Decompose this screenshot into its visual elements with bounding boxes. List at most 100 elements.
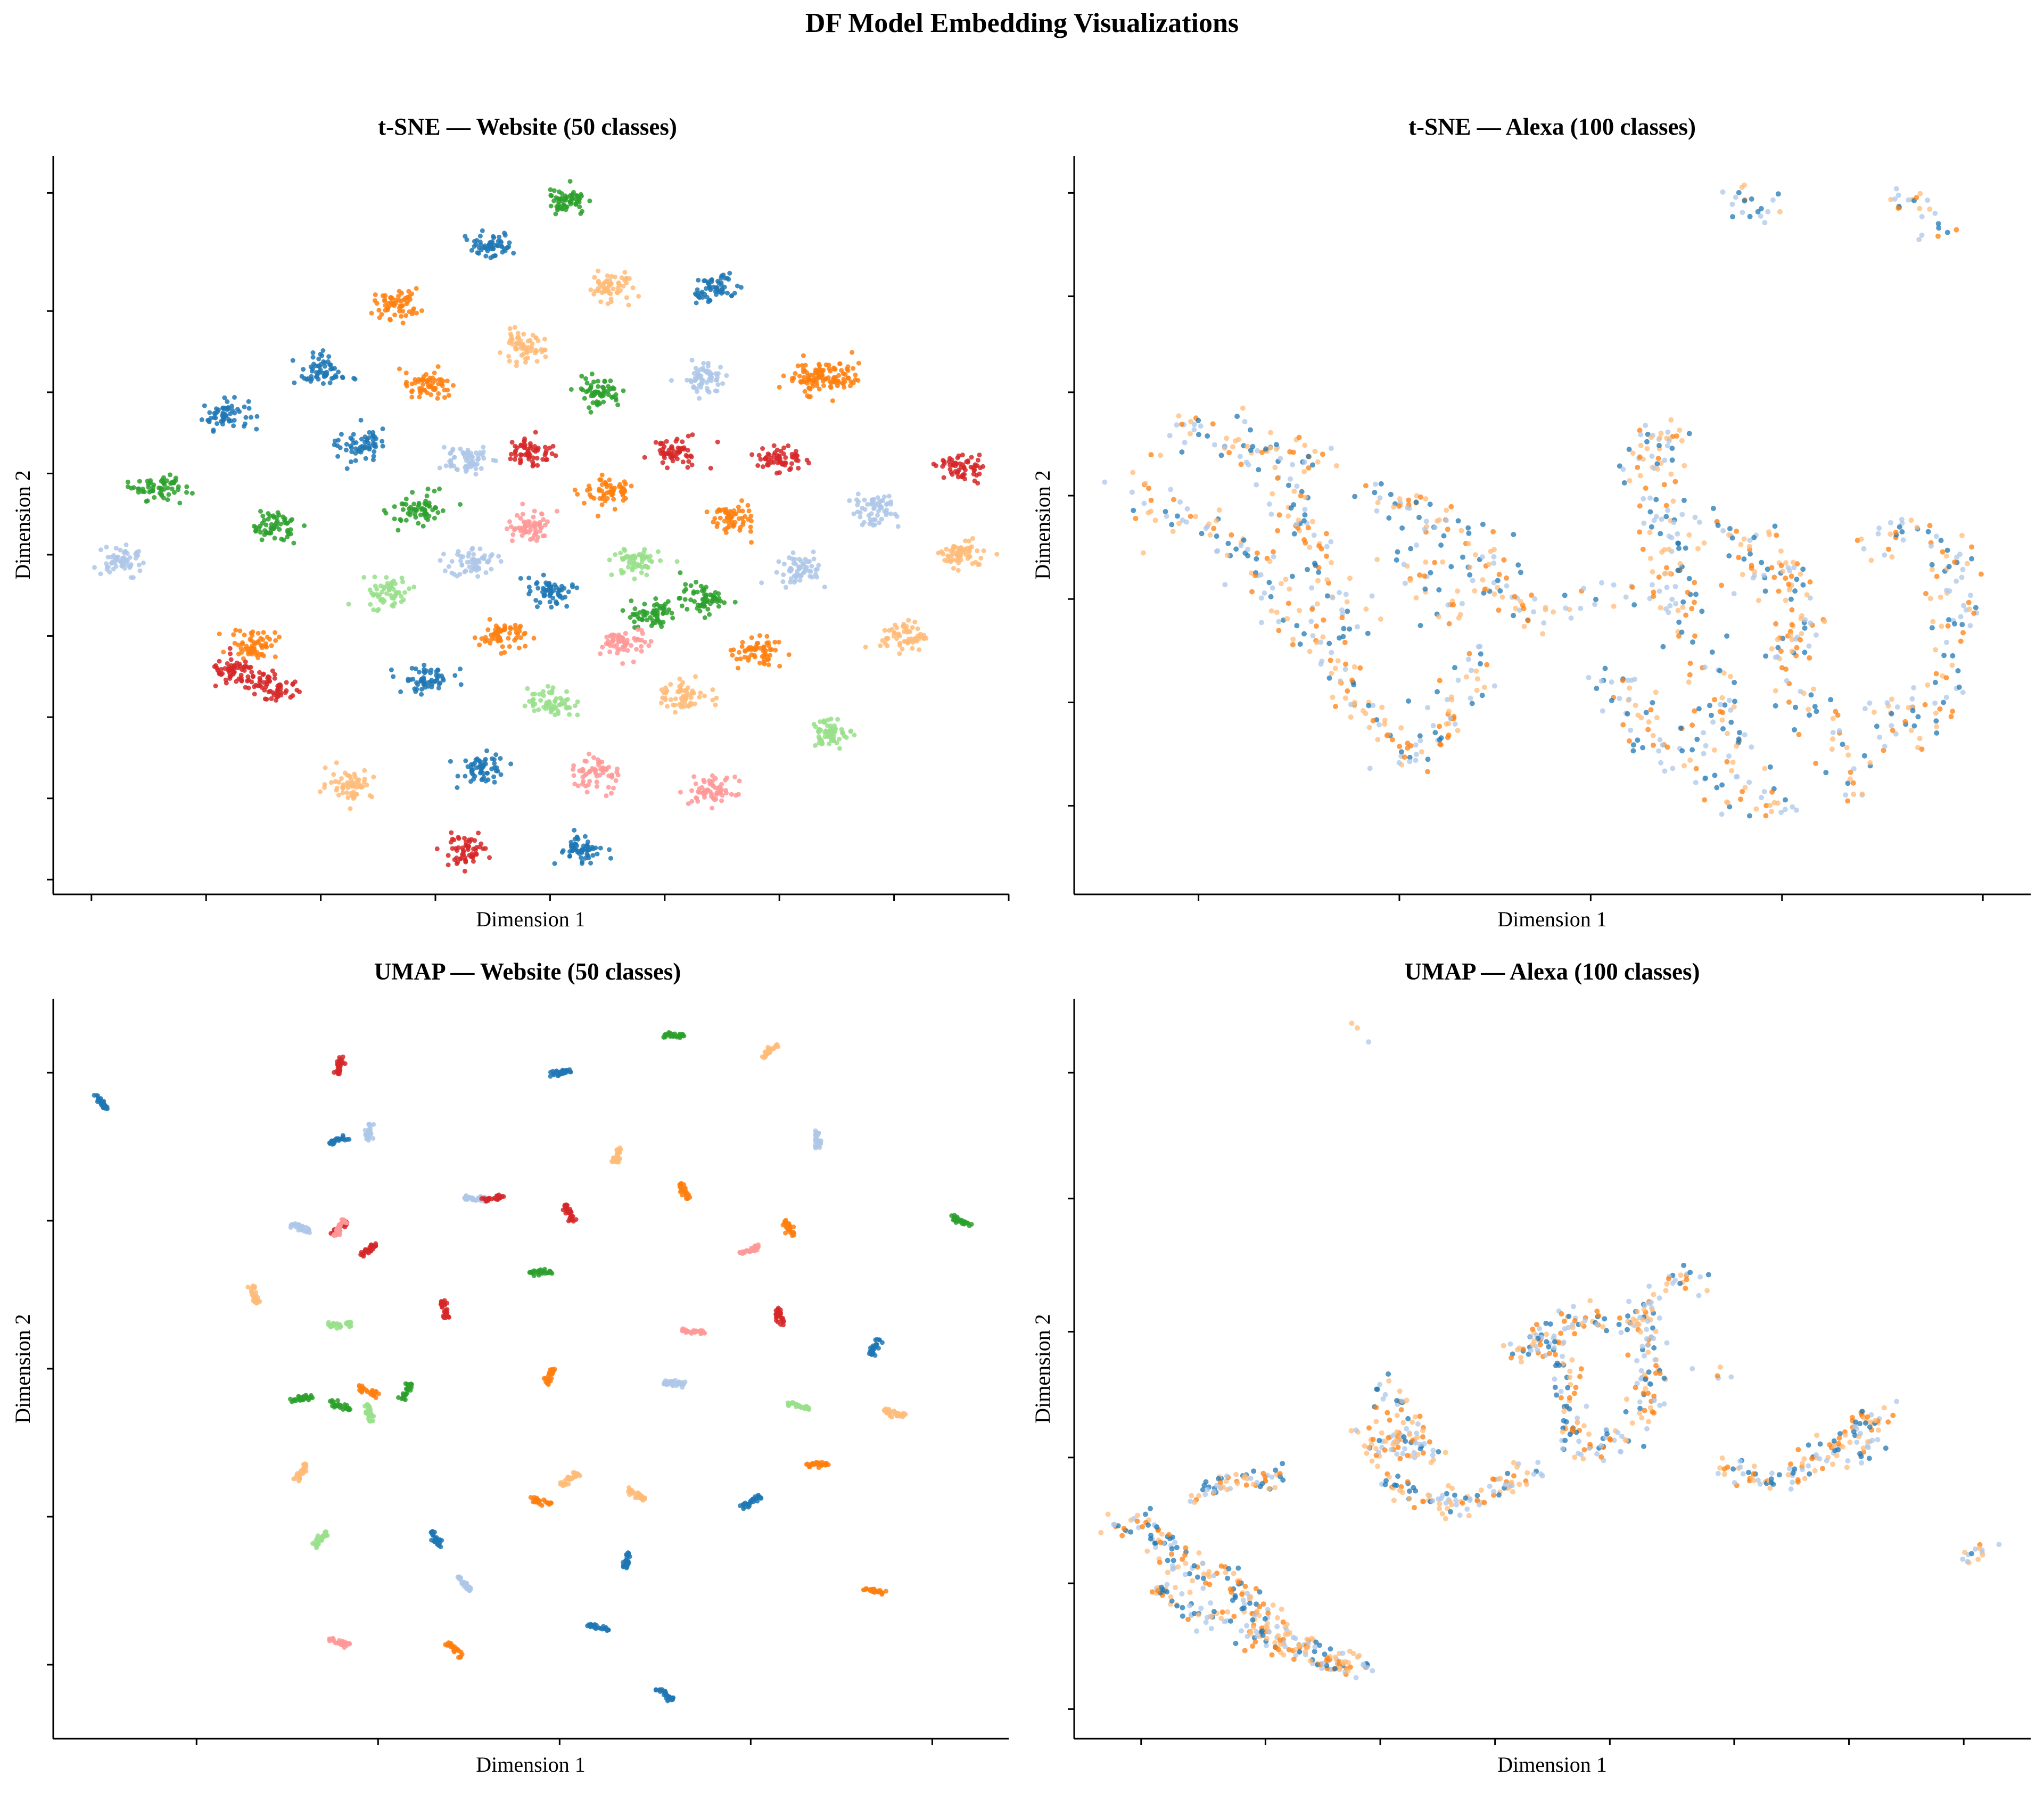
scatter-point	[479, 466, 484, 471]
scatter-point	[811, 1461, 816, 1467]
scatter-point	[981, 548, 986, 554]
scatter-point	[701, 777, 706, 783]
scatter-point	[518, 346, 524, 351]
scatter-point	[508, 451, 514, 457]
scatter-point	[1955, 668, 1961, 673]
scatter-point	[813, 572, 818, 577]
scatter-point	[446, 393, 451, 398]
scatter-point	[498, 756, 503, 761]
scatter-point	[449, 570, 455, 575]
scatter-point	[595, 513, 600, 519]
scatter-point	[1675, 567, 1681, 573]
scatter-point	[1734, 774, 1740, 779]
scatter-point	[461, 450, 466, 456]
scatter-point	[816, 563, 821, 568]
scatter-point	[1738, 541, 1744, 547]
scatter-point	[1521, 606, 1527, 612]
scatter-point	[523, 524, 528, 529]
scatter-point	[481, 456, 487, 461]
scatter-point	[403, 496, 409, 501]
scatter-point	[607, 649, 612, 654]
scatter-point	[1939, 623, 1944, 629]
scatter-point	[1725, 800, 1730, 805]
scatter-point	[1288, 476, 1293, 482]
scatter-point	[1746, 779, 1752, 785]
scatter-point	[666, 451, 672, 457]
scatter-point	[960, 453, 965, 458]
scatter-point	[498, 772, 504, 777]
scatter-point	[886, 494, 892, 499]
scatter-point	[344, 783, 350, 788]
scatter-point	[715, 382, 721, 387]
scatter-point	[493, 752, 499, 758]
scatter-point	[230, 668, 235, 673]
scatter-point	[649, 623, 654, 628]
scatter-point	[432, 488, 437, 494]
scatter-point	[559, 191, 564, 196]
scatter-point	[282, 517, 287, 523]
scatter-point	[832, 723, 837, 728]
scatter-point	[951, 566, 956, 571]
scatter-point	[670, 1383, 675, 1388]
scatter-point	[399, 599, 404, 604]
scatter-point	[1366, 725, 1372, 730]
scatter-point	[388, 317, 392, 322]
scatter-point	[714, 597, 719, 602]
scatter-point	[1919, 746, 1925, 752]
scatter-point	[1593, 597, 1598, 602]
scatter-point	[884, 507, 889, 513]
scatter-point	[1255, 448, 1260, 454]
scatter-point	[1670, 498, 1676, 504]
scatter-point	[1423, 519, 1429, 524]
scatter-point	[549, 1368, 555, 1373]
scatter-point	[584, 389, 589, 394]
scatter-point	[418, 390, 423, 396]
scatter-point	[1184, 519, 1189, 525]
scatter-point	[495, 768, 500, 774]
scatter-point	[850, 350, 855, 355]
scatter-point	[1666, 438, 1672, 444]
scatter-point	[1541, 620, 1547, 626]
scatter-point	[597, 487, 601, 492]
scatter-point	[524, 349, 529, 354]
scatter-point	[383, 303, 388, 308]
scatter-point	[1229, 532, 1234, 538]
scatter-point	[246, 406, 252, 411]
scatter-point	[1933, 710, 1939, 716]
scatter-point	[753, 1494, 758, 1499]
scatter-point	[1687, 661, 1693, 666]
scatter-point	[803, 363, 808, 368]
scatter-point	[1164, 513, 1169, 519]
scatter-point	[369, 310, 374, 316]
scatter-point	[728, 509, 732, 514]
scatter-point	[1270, 491, 1275, 497]
scatter-point	[1531, 609, 1537, 615]
scatter-point	[792, 557, 797, 562]
scatter-point	[249, 652, 254, 657]
scatter-point	[1176, 413, 1182, 419]
scatter-point	[1741, 536, 1747, 542]
scatter-point	[1858, 536, 1864, 542]
scatter-point	[738, 1503, 743, 1508]
scatter-point	[950, 551, 955, 556]
scatter-point	[342, 770, 348, 776]
scatter-point	[1728, 719, 1734, 725]
scatter-point	[246, 649, 251, 654]
scatter-point	[538, 524, 542, 529]
scatter-point	[718, 598, 723, 604]
scatter-point	[842, 384, 847, 390]
scatter-point	[1469, 668, 1474, 673]
scatter-point	[1763, 653, 1769, 659]
scatter-point	[322, 782, 327, 787]
scatter-point	[497, 234, 502, 240]
scatter-point	[1686, 679, 1692, 685]
scatter-point	[1248, 427, 1253, 433]
scatter-point	[372, 449, 377, 454]
scatter-point	[238, 672, 244, 678]
scatter-point	[1419, 749, 1424, 755]
scatter-point	[368, 602, 373, 607]
scatter-point	[724, 775, 729, 780]
scatter-point	[264, 530, 269, 535]
scatter-point	[1773, 688, 1778, 694]
scatter-point	[1262, 590, 1267, 596]
